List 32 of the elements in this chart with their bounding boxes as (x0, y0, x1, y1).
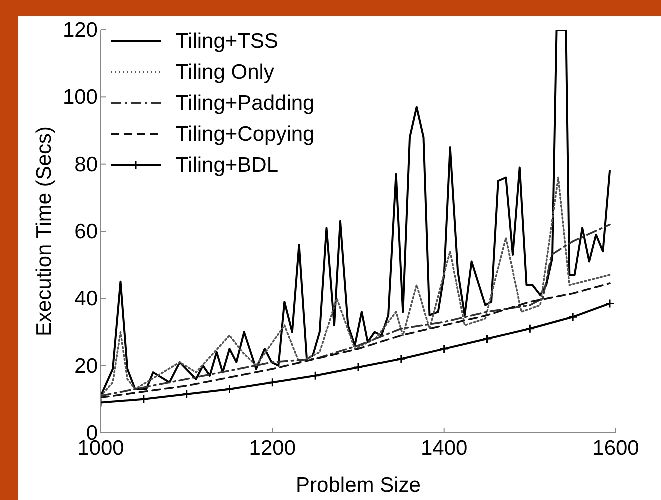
point (354, 362, 364, 372)
point (605, 298, 615, 308)
point (268, 378, 278, 388)
point (139, 394, 149, 404)
point (482, 334, 492, 344)
x-axis-title: Problem Size (296, 474, 421, 497)
legend-label: Tiling+TSS (176, 30, 279, 53)
point (225, 384, 234, 394)
y-tick-label: 40 (74, 288, 98, 311)
y-tick-label: 20 (74, 354, 98, 378)
point (440, 344, 450, 354)
line-series (101, 224, 611, 397)
point (182, 390, 192, 400)
y-tick-label: 60 (74, 220, 98, 244)
line-series (101, 176, 611, 397)
x-tick-label: 1200 (249, 437, 296, 460)
point (310, 371, 320, 381)
point (568, 312, 578, 322)
x-tick-label: 1600 (592, 437, 640, 460)
point (396, 354, 406, 364)
legend-label: Tiling Only (176, 61, 275, 84)
y-axis-title: Execution Time (Secs) (33, 126, 56, 337)
y-tick-label: 100 (62, 86, 98, 110)
y-tick-label: 120 (62, 19, 98, 42)
line-series (101, 30, 611, 398)
legend-label: Tiling+Padding (176, 92, 315, 115)
legend-label: Tiling+BDL (176, 154, 279, 177)
y-tick-label: 80 (74, 153, 98, 176)
line-series (101, 282, 611, 399)
point (525, 324, 535, 334)
x-tick-label: 1400 (420, 437, 468, 460)
legend-label: Tiling+Copying (176, 123, 315, 146)
